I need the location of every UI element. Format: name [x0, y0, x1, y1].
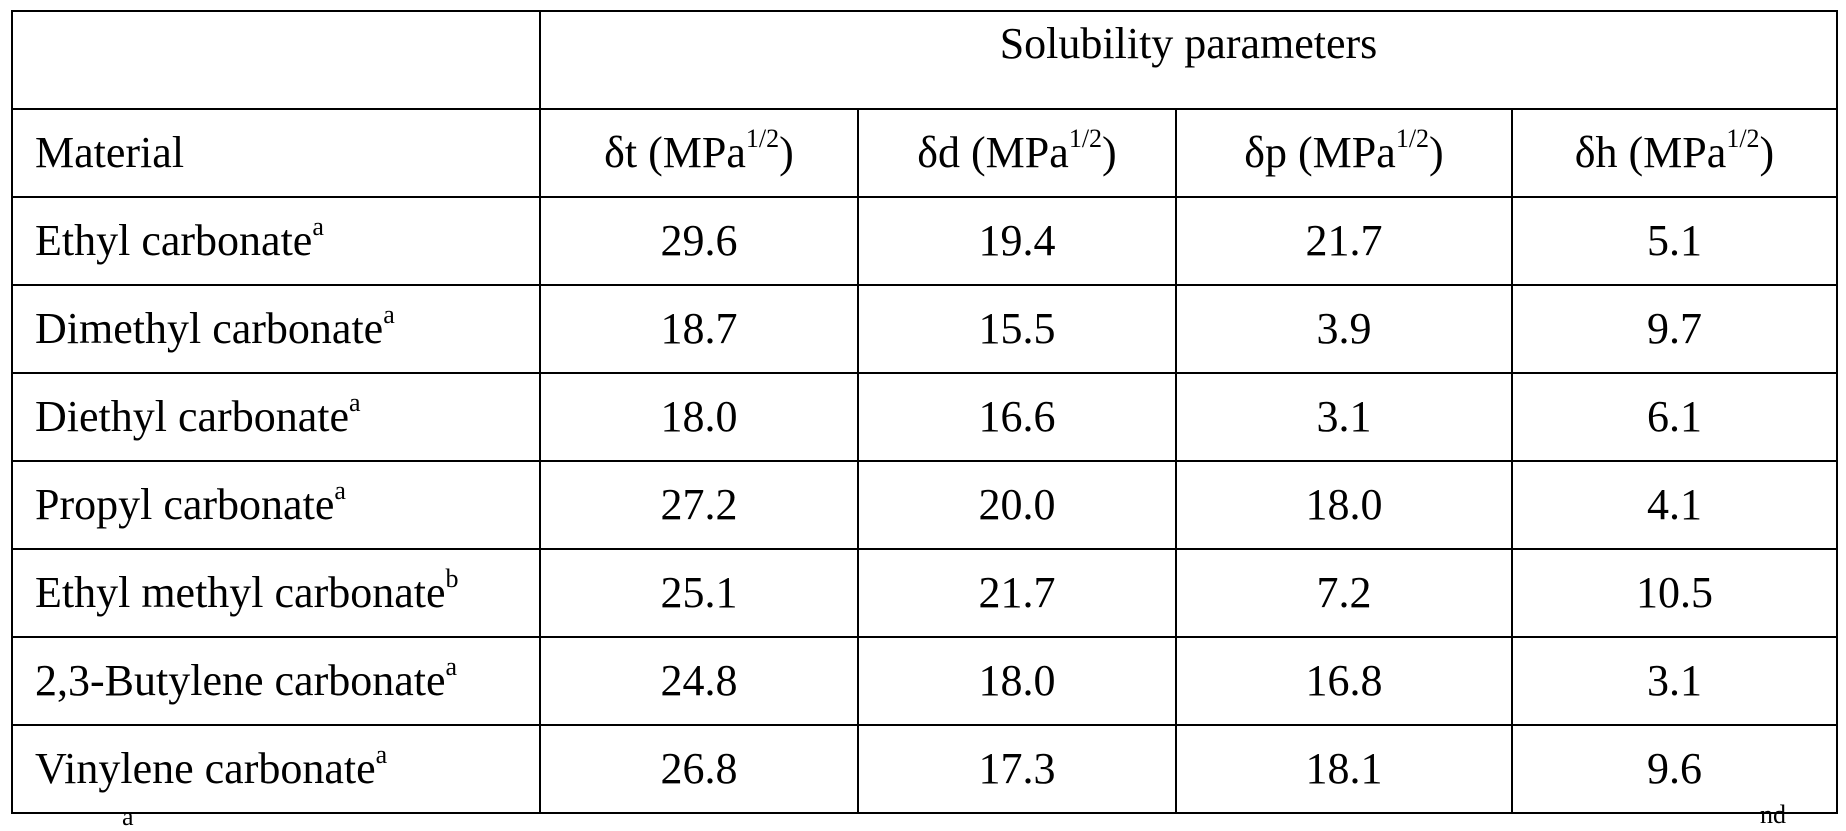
footnote-marker: a: [376, 740, 388, 769]
value-dh: 4.1: [1512, 461, 1837, 549]
value-dh: 9.7: [1512, 285, 1837, 373]
material-name: 2,3-Butylene carbonate: [35, 656, 446, 705]
column-symbol: δh: [1575, 128, 1618, 177]
footnote-marker: a: [312, 212, 324, 241]
material-header-cell: Material: [12, 109, 540, 197]
value-dp: 3.1: [1176, 373, 1512, 461]
value-dh: 5.1: [1512, 197, 1837, 285]
value-dd: 21.7: [858, 549, 1176, 637]
table-row: Dimethyl carbonatea 18.7 15.5 3.9 9.7: [12, 285, 1837, 373]
footnote-marker: b: [446, 564, 459, 593]
material-name: Propyl carbonate: [35, 480, 334, 529]
footnote-mark-left: a: [122, 804, 134, 830]
value-dd: 16.6: [858, 373, 1176, 461]
material-cell: 2,3-Butylene carbonatea: [12, 637, 540, 725]
value-dp: 18.1: [1176, 725, 1512, 813]
column-unit: (MPa: [1618, 128, 1727, 177]
column-header-dp: δp (MPa1/2): [1176, 109, 1512, 197]
value-dt: 27.2: [540, 461, 858, 549]
material-name: Diethyl carbonate: [35, 392, 349, 441]
material-cell: Vinylene carbonatea: [12, 725, 540, 813]
column-unit: (MPa: [637, 128, 746, 177]
value-dd: 20.0: [858, 461, 1176, 549]
footnote-marker: a: [349, 388, 361, 417]
column-exponent: 1/2: [1069, 124, 1102, 153]
footnote-marker: a: [334, 476, 346, 505]
value-dd: 15.5: [858, 285, 1176, 373]
column-exponent: 1/2: [746, 124, 779, 153]
value-dt: 18.7: [540, 285, 858, 373]
column-symbol: δt: [604, 128, 637, 177]
value-dh: 6.1: [1512, 373, 1837, 461]
table-row: Ethyl carbonatea 29.6 19.4 21.7 5.1: [12, 197, 1837, 285]
empty-corner-cell: [12, 11, 540, 109]
column-header-dt: δt (MPa1/2): [540, 109, 858, 197]
table-row: Vinylene carbonatea 26.8 17.3 18.1 9.6: [12, 725, 1837, 813]
value-dt: 18.0: [540, 373, 858, 461]
table-row: 2,3-Butylene carbonatea 24.8 18.0 16.8 3…: [12, 637, 1837, 725]
group-header-row: Solubility parameters: [12, 11, 1837, 109]
value-dt: 24.8: [540, 637, 858, 725]
column-exponent: 1/2: [1396, 124, 1429, 153]
column-close: ): [779, 128, 794, 177]
value-dp: 18.0: [1176, 461, 1512, 549]
material-cell: Propyl carbonatea: [12, 461, 540, 549]
group-header-text: Solubility parameters: [1000, 19, 1378, 68]
column-header-dd: δd (MPa1/2): [858, 109, 1176, 197]
value-dp: 3.9: [1176, 285, 1512, 373]
material-name: Ethyl carbonate: [35, 216, 312, 265]
value-dt: 25.1: [540, 549, 858, 637]
column-unit: (MPa: [960, 128, 1069, 177]
value-dp: 7.2: [1176, 549, 1512, 637]
value-dp: 16.8: [1176, 637, 1512, 725]
material-name: Dimethyl carbonate: [35, 304, 383, 353]
footnote-marker: a: [446, 652, 458, 681]
material-header-text: Material: [35, 128, 184, 177]
column-exponent: 1/2: [1726, 124, 1759, 153]
value-dh: 9.6: [1512, 725, 1837, 813]
column-symbol: δp: [1244, 128, 1287, 177]
value-dd: 19.4: [858, 197, 1176, 285]
column-close: ): [1760, 128, 1775, 177]
footnote-marker: a: [383, 300, 395, 329]
group-header-cell: Solubility parameters: [540, 11, 1837, 109]
value-dh: 10.5: [1512, 549, 1837, 637]
material-cell: Diethyl carbonatea: [12, 373, 540, 461]
column-symbol: δd: [917, 128, 960, 177]
table-row: Propyl carbonatea 27.2 20.0 18.0 4.1: [12, 461, 1837, 549]
material-cell: Ethyl carbonatea: [12, 197, 540, 285]
value-dt: 29.6: [540, 197, 858, 285]
column-close: ): [1102, 128, 1117, 177]
material-cell: Ethyl methyl carbonateb: [12, 549, 540, 637]
material-name: Ethyl methyl carbonate: [35, 568, 446, 617]
table-row: Ethyl methyl carbonateb 25.1 21.7 7.2 10…: [12, 549, 1837, 637]
value-dd: 18.0: [858, 637, 1176, 725]
value-dt: 26.8: [540, 725, 858, 813]
value-dp: 21.7: [1176, 197, 1512, 285]
solubility-parameters-table: Solubility parameters Material δt (MPa1/…: [11, 10, 1838, 814]
material-name: Vinylene carbonate: [35, 744, 376, 793]
column-header-row: Material δt (MPa1/2) δd (MPa1/2) δp (MPa…: [12, 109, 1837, 197]
material-cell: Dimethyl carbonatea: [12, 285, 540, 373]
column-unit: (MPa: [1287, 128, 1396, 177]
footnote-mark-right: nd: [1760, 802, 1786, 828]
value-dd: 17.3: [858, 725, 1176, 813]
column-header-dh: δh (MPa1/2): [1512, 109, 1837, 197]
table-row: Diethyl carbonatea 18.0 16.6 3.1 6.1: [12, 373, 1837, 461]
value-dh: 3.1: [1512, 637, 1837, 725]
column-close: ): [1429, 128, 1444, 177]
